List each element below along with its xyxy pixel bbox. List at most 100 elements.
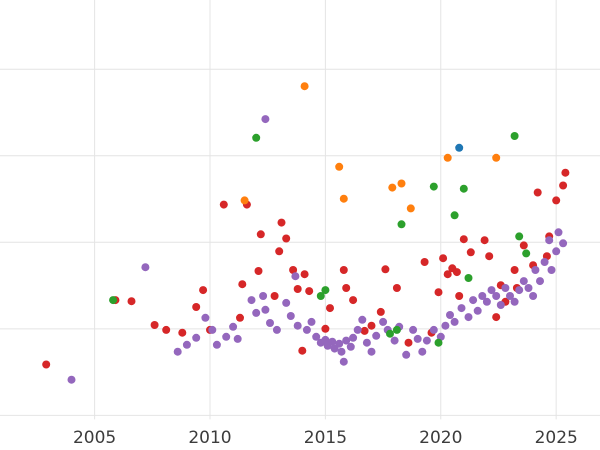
- data-point-purple: [212, 340, 221, 349]
- data-point-red: [339, 266, 348, 274]
- data-point-purple: [446, 311, 454, 319]
- data-point-purple: [402, 350, 411, 359]
- data-point-red: [349, 296, 358, 305]
- data-point-red: [342, 284, 351, 292]
- data-point-purple: [487, 286, 496, 295]
- data-point-purple: [390, 336, 399, 345]
- data-point-green: [434, 338, 443, 347]
- data-point-purple: [247, 296, 256, 305]
- x-tick-label: 2015: [304, 428, 347, 448]
- data-point-purple: [554, 228, 563, 237]
- data-point-red: [178, 328, 187, 337]
- data-point-purple: [362, 338, 371, 347]
- data-point-purple: [409, 325, 418, 334]
- data-point-red: [559, 181, 568, 190]
- data-point-red: [466, 248, 475, 257]
- data-point-purple: [519, 277, 528, 286]
- data-point-purple: [482, 297, 491, 306]
- data-point-red: [452, 268, 461, 277]
- data-point-green: [510, 132, 519, 140]
- data-point-green: [392, 325, 401, 334]
- data-point-red: [236, 313, 244, 322]
- data-point-purple: [335, 339, 344, 348]
- data-point-purple: [339, 357, 348, 366]
- data-point-red: [192, 303, 201, 311]
- data-point-red: [162, 325, 171, 334]
- data-point-red: [293, 285, 302, 293]
- data-point-purple: [372, 331, 381, 340]
- data-point-purple: [469, 296, 478, 305]
- data-point-orange: [300, 82, 309, 91]
- data-point-purple: [353, 325, 362, 334]
- data-point-purple: [524, 284, 533, 292]
- data-point-purple: [293, 321, 302, 330]
- data-point-red: [127, 297, 136, 306]
- data-point-red: [289, 266, 298, 274]
- data-point-red: [326, 304, 334, 313]
- data-point-blue: [455, 143, 464, 152]
- data-point-green: [321, 286, 330, 295]
- data-point-red: [519, 241, 528, 250]
- data-point-purple: [346, 342, 355, 351]
- data-point-green: [397, 220, 406, 229]
- data-point-purple: [182, 340, 191, 349]
- data-point-red: [256, 230, 265, 239]
- data-point-red: [238, 280, 247, 289]
- data-point-red: [42, 360, 51, 369]
- data-point-purple: [173, 347, 182, 356]
- x-tick-label: 2025: [535, 428, 578, 448]
- data-point-purple: [358, 315, 367, 324]
- data-point-purple: [547, 266, 556, 274]
- data-point-orange: [339, 194, 348, 203]
- data-point-purple: [506, 292, 514, 300]
- data-point-orange: [397, 179, 406, 188]
- data-point-orange: [406, 204, 415, 213]
- data-point-red: [282, 234, 291, 243]
- data-point-orange: [443, 153, 452, 162]
- data-point-purple: [450, 317, 459, 326]
- data-point-red: [552, 196, 561, 205]
- data-point-purple: [141, 263, 150, 272]
- data-point-purple: [492, 292, 501, 300]
- data-point-red: [360, 326, 369, 335]
- data-point-green: [515, 232, 524, 241]
- data-point-orange: [335, 162, 344, 171]
- data-point-green: [252, 133, 261, 142]
- data-point-red: [455, 292, 464, 300]
- data-point-purple: [307, 317, 316, 326]
- data-point-red: [510, 266, 519, 274]
- x-tick-label: 2005: [73, 428, 116, 448]
- data-point-purple: [229, 322, 238, 331]
- data-point-purple: [501, 284, 510, 292]
- data-point-purple: [559, 239, 568, 248]
- data-point-purple: [286, 312, 295, 320]
- data-point-orange: [240, 196, 249, 205]
- data-point-green: [109, 296, 118, 305]
- data-point-orange: [492, 153, 501, 162]
- data-point-purple: [478, 292, 487, 300]
- data-point-purple: [529, 292, 538, 300]
- data-point-red: [305, 287, 314, 296]
- data-point-purple: [422, 336, 431, 345]
- data-point-purple: [302, 325, 311, 334]
- data-point-purple: [201, 313, 210, 322]
- data-point-red: [150, 321, 159, 329]
- data-point-red: [561, 168, 570, 177]
- data-point-purple: [367, 347, 376, 356]
- data-point-green: [450, 211, 459, 220]
- data-point-green: [429, 182, 438, 191]
- x-tick-label: 2010: [188, 428, 231, 448]
- data-point-orange: [388, 183, 397, 192]
- data-point-red: [485, 252, 494, 261]
- data-point-purple: [379, 317, 388, 326]
- data-point-purple: [457, 304, 466, 313]
- data-point-purple: [252, 308, 261, 317]
- data-point-red: [392, 284, 401, 292]
- data-point-purple: [208, 325, 217, 334]
- data-point-purple: [545, 236, 554, 245]
- data-point-purple: [192, 333, 201, 342]
- data-point-red: [459, 235, 468, 244]
- data-point-green: [522, 249, 531, 258]
